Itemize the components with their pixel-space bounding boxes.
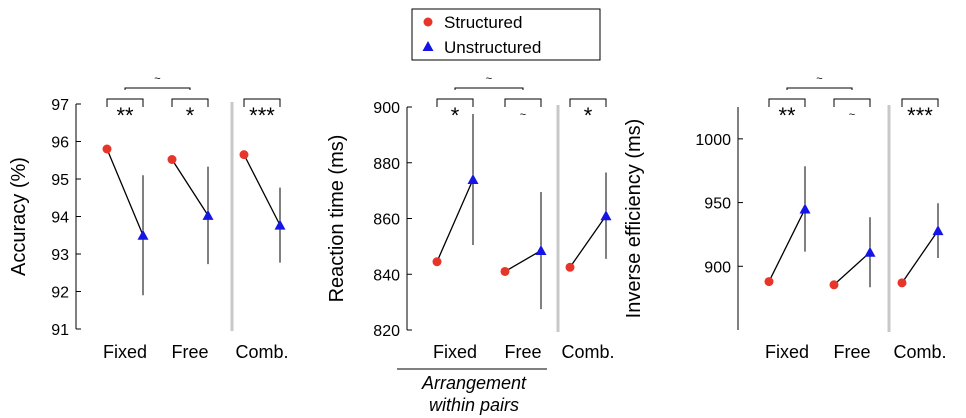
pair-connector <box>243 154 281 226</box>
unstructured-point <box>799 203 811 214</box>
pair-connector <box>768 208 806 282</box>
pair-sig-label: ~ <box>520 109 526 121</box>
x-category-label: Comb. <box>893 342 946 362</box>
legend-marker-structured <box>423 17 433 27</box>
x-category-label: Fixed <box>433 342 477 362</box>
pair-sig-bracket <box>569 98 607 107</box>
x-category-label: Free <box>504 342 541 362</box>
y-tick-label: 97 <box>51 97 69 114</box>
pair-sig-bracket <box>833 98 871 107</box>
pair-connector <box>569 215 607 268</box>
pair-sig-bracket <box>504 98 542 107</box>
y-tick-label: 91 <box>51 322 69 339</box>
x-category-label: Free <box>171 342 208 362</box>
between-arrangement-sig: ~ <box>154 73 160 85</box>
x-annotation: Arrangement within pairs <box>397 368 547 415</box>
structured-point <box>239 150 249 160</box>
pair-sig-label: * <box>186 103 195 128</box>
structured-point <box>565 262 575 272</box>
inverse-efficiency-panel: 900 950 1000 Inverse efficiency (ms) Fixed Fr… <box>623 73 947 362</box>
legend-label-structured: Structured <box>444 13 522 32</box>
structured-point <box>829 280 839 290</box>
y-tick-label: 95 <box>51 172 69 189</box>
structured-point <box>432 257 442 267</box>
pair-sig-label: ~ <box>849 109 855 121</box>
x-category-label: Comb. <box>235 342 288 362</box>
x-category-label: Free <box>833 342 870 362</box>
y-axis-label: Accuracy (%) <box>8 157 30 276</box>
y-tick-label: 1000 <box>695 132 731 149</box>
unstructured-point <box>932 225 944 236</box>
pair-connector <box>504 249 542 273</box>
x-category-label: Fixed <box>765 342 809 362</box>
y-tick-label: 93 <box>51 247 69 264</box>
pair-sig-label: *** <box>907 103 933 128</box>
unstructured-point <box>535 245 547 256</box>
between-arrangement-bracket <box>124 87 191 90</box>
unstructured-point <box>274 219 286 230</box>
between-arrangement-sig: ~ <box>486 73 492 85</box>
pair-sig-bracket <box>243 98 281 107</box>
y-axis-label: Reaction time (ms) <box>326 135 348 303</box>
pair-sig-bracket <box>171 98 209 107</box>
structured-point <box>167 155 177 164</box>
reaction-time-panel: 820 840 860 880 900 Reaction time (ms) Fixed Fr… <box>326 73 615 362</box>
x-annotation-line-2: within pairs <box>429 395 519 415</box>
accuracy-panel: 91 92 93 94 95 96 97 Accuracy (%) Fixed Free Comb.… <box>8 73 289 362</box>
x-category-label: Fixed <box>103 342 147 362</box>
pair-connector <box>171 159 209 216</box>
pair-sig-label: * <box>584 103 593 128</box>
legend-box <box>411 8 601 61</box>
pair-sig-label: * <box>451 103 460 128</box>
y-tick-label: 900 <box>704 259 731 276</box>
y-tick-label: 840 <box>373 267 400 284</box>
pair-connector <box>106 148 144 236</box>
legend-label-unstructured: Unstructured <box>444 38 541 57</box>
pair-sig-bracket <box>106 98 144 107</box>
legend: Structured Unstructured <box>411 8 601 61</box>
x-annotation-line-1: Arrangement <box>421 373 527 393</box>
legend-marker-unstructured <box>422 41 434 51</box>
unstructured-point <box>864 246 876 257</box>
unstructured-point <box>202 209 214 220</box>
between-arrangement-sig: ~ <box>816 73 822 85</box>
pair-sig-label: *** <box>249 103 275 128</box>
y-tick-label: 92 <box>51 285 69 302</box>
y-tick-label: 820 <box>373 323 400 340</box>
x-category-label: Comb. <box>561 342 614 362</box>
between-arrangement-bracket <box>786 87 853 90</box>
pair-connector <box>436 179 474 262</box>
y-axis-label: Inverse efficiency (ms) <box>623 119 645 319</box>
pair-sig-bracket <box>901 98 939 107</box>
pair-connector <box>833 251 871 286</box>
pair-sig-bracket <box>768 98 806 107</box>
unstructured-point <box>137 229 149 240</box>
structured-point <box>764 277 774 287</box>
structured-point <box>500 266 510 276</box>
pair-connector <box>901 230 939 284</box>
pair-sig-label: ** <box>116 103 134 128</box>
pair-sig-bracket <box>436 98 474 107</box>
y-tick-label: 94 <box>51 210 69 227</box>
y-tick-label: 96 <box>51 135 69 152</box>
y-tick-label: 860 <box>373 212 400 229</box>
pair-sig-label: ** <box>778 103 796 128</box>
structured-point <box>102 144 112 154</box>
y-tick-label: 880 <box>373 156 400 173</box>
y-tick-label: 950 <box>704 196 731 213</box>
y-tick-label: 900 <box>373 100 400 117</box>
unstructured-point <box>600 210 612 221</box>
between-arrangement-bracket <box>454 87 524 90</box>
structured-point <box>897 278 907 288</box>
unstructured-point <box>467 173 479 184</box>
